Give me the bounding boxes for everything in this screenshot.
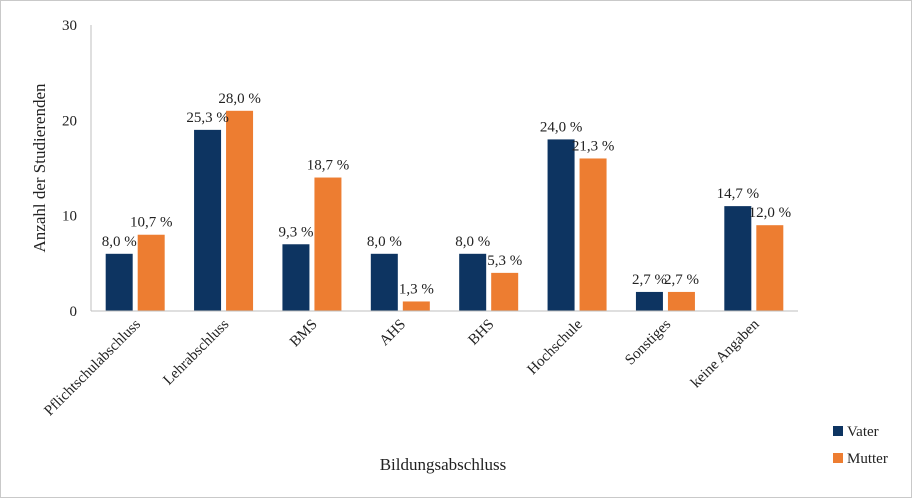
data-label-mutter: 2,7 % [664, 272, 699, 288]
bar-mutter [137, 234, 165, 311]
legend-swatch-vater [833, 426, 843, 436]
category-label: Hochschule [525, 316, 587, 378]
bar-mutter [756, 225, 784, 311]
y-tick-label: 20 [62, 113, 77, 129]
legend-label-vater: Vater [847, 424, 879, 440]
data-label-mutter: 1,3 % [399, 281, 434, 297]
data-label-vater: 9,3 % [278, 224, 313, 240]
bar-mutter [402, 301, 430, 311]
data-label-mutter: 5,3 % [487, 253, 522, 269]
bar-mutter [226, 110, 254, 311]
bar-vater [547, 139, 575, 311]
y-tick-label: 0 [70, 304, 78, 320]
y-tick-label: 30 [62, 18, 77, 34]
category-label: BHS [466, 317, 498, 349]
data-label-mutter: 21,3 % [572, 138, 615, 154]
bar-vater [635, 291, 663, 311]
bars [105, 110, 784, 311]
bar-vater [194, 129, 222, 311]
data-label-vater: 8,0 % [102, 234, 137, 250]
data-label-vater: 2,7 % [632, 272, 667, 288]
x-axis-title: Bildungsabschluss [380, 455, 507, 474]
bar-vater [105, 253, 133, 311]
legend-swatch-mutter [833, 453, 843, 463]
data-label-vater: 14,7 % [717, 186, 760, 202]
bar-vater [370, 253, 398, 311]
category-label: BMS [287, 317, 321, 351]
y-tick-label: 10 [62, 209, 77, 225]
bar-mutter [667, 291, 695, 311]
bar-mutter [314, 177, 342, 311]
bar-vater [282, 244, 310, 311]
data-label-mutter: 18,7 % [307, 158, 350, 174]
data-label-vater: 24,0 % [540, 119, 583, 135]
data-labels: 8,0 % 10,7 % 25,3 % 28,0 % 9,3 % 18,7 % 8,0 % 1… [102, 91, 791, 298]
data-label-vater: 25,3 % [186, 110, 229, 126]
legend-label-mutter: Mutter [847, 451, 888, 467]
bar-mutter [491, 272, 519, 311]
data-label-mutter: 28,0 % [218, 91, 261, 107]
category-labels: Pflichtschulabschluss Lehrabschluss BMS AHS… [41, 316, 763, 419]
category-label: Sonstiges [622, 316, 674, 368]
bar-vater [459, 253, 487, 311]
y-axis-ticks: 0 10 20 30 [62, 18, 77, 320]
category-label: keine Angaben [688, 316, 763, 391]
data-label-vater: 8,0 % [455, 234, 490, 250]
legend: Vater Mutter [833, 424, 888, 467]
bar-mutter [579, 158, 607, 311]
category-label: Pflichtschulabschluss [41, 316, 144, 419]
category-label: Lehrabschluss [160, 316, 232, 388]
data-label-mutter: 12,0 % [749, 205, 792, 221]
data-label-mutter: 10,7 % [130, 215, 173, 231]
y-axis-title: Anzahl der Studierenden [30, 83, 49, 252]
category-label: AHS [377, 317, 410, 350]
data-label-vater: 8,0 % [367, 234, 402, 250]
bar-vater [724, 206, 752, 311]
